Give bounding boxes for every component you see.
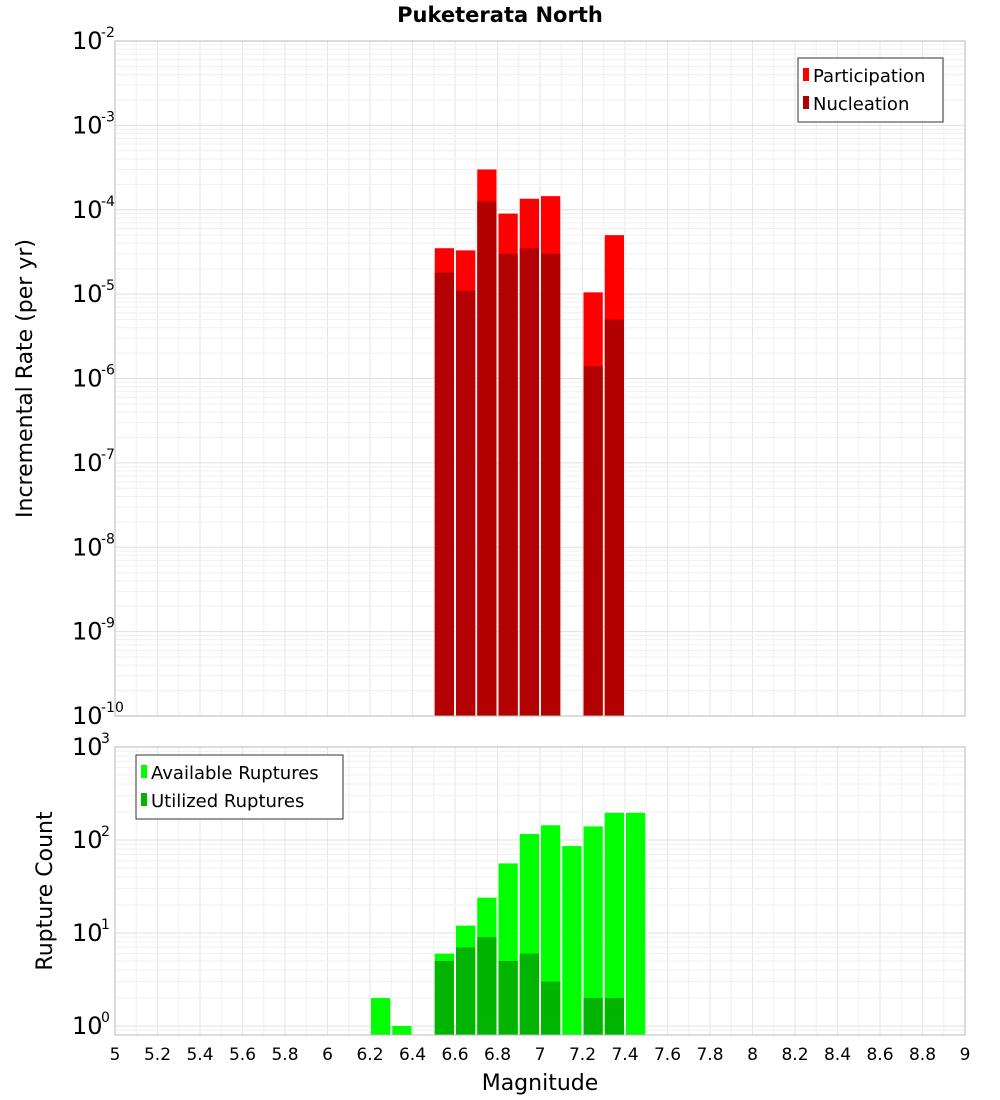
y-tick-exponent: 3 bbox=[101, 731, 110, 747]
y-tick-label: 10 bbox=[72, 449, 103, 477]
bar-available-ruptures bbox=[626, 812, 646, 1035]
chart-title: Puketerata North bbox=[397, 3, 603, 27]
bar-utilized-ruptures bbox=[456, 947, 476, 1035]
bar-nucleation bbox=[519, 248, 539, 717]
top-plot-frame bbox=[114, 40, 966, 717]
y-tick-label: 10 bbox=[72, 733, 103, 761]
x-ticks: 5 5.2 5.4 5.6 5.8 6 6.2 6.4 6.6 6.8 7 7.2 7.4 7.6 7.8 8… bbox=[110, 1045, 971, 1065]
y-tick-exponent: -8 bbox=[101, 531, 115, 547]
x-tick-label: 6.2 bbox=[356, 1045, 383, 1065]
bottom-plot-frame bbox=[114, 746, 966, 1036]
y-tick-label: 10 bbox=[72, 27, 103, 55]
bar-utilized-ruptures bbox=[604, 997, 624, 1035]
x-tick-label: 7.4 bbox=[611, 1045, 638, 1065]
y-tick-exponent: 0 bbox=[101, 1010, 110, 1026]
bar-utilized-ruptures bbox=[519, 953, 539, 1035]
x-tick-label: 8 bbox=[747, 1045, 758, 1065]
legend-swatch bbox=[141, 765, 147, 778]
x-tick-label: 7.2 bbox=[569, 1045, 596, 1065]
bottom-y-axis-label: Rupture Count bbox=[33, 811, 58, 971]
top-bars bbox=[434, 169, 624, 717]
legend-label: Available Ruptures bbox=[151, 763, 319, 784]
x-tick-label: 5.8 bbox=[271, 1045, 298, 1065]
legend-label: Utilized Ruptures bbox=[151, 791, 304, 812]
bar-available-ruptures bbox=[604, 812, 624, 1035]
bar-available-ruptures bbox=[562, 846, 582, 1035]
x-tick-label: 6.8 bbox=[484, 1045, 511, 1065]
y-tick-exponent: -4 bbox=[101, 194, 115, 210]
x-tick-label: 6 bbox=[322, 1045, 333, 1065]
x-tick-label: 9 bbox=[960, 1045, 971, 1065]
bar-available-ruptures bbox=[583, 826, 603, 1035]
x-tick-label: 6.4 bbox=[399, 1045, 426, 1065]
bar-utilized-ruptures bbox=[498, 960, 518, 1035]
x-tick-label: 7.8 bbox=[696, 1045, 723, 1065]
legend-label: Nucleation bbox=[813, 94, 909, 115]
top-legend: Participation Nucleation bbox=[797, 57, 944, 123]
bottom-bars bbox=[371, 812, 646, 1035]
legend-box bbox=[797, 57, 944, 123]
y-tick-label: 10 bbox=[72, 618, 103, 646]
bar-available-ruptures bbox=[392, 1025, 412, 1035]
top-grid bbox=[114, 40, 966, 717]
y-tick-label: 10 bbox=[72, 1012, 103, 1040]
y-tick-exponent: -10 bbox=[101, 700, 124, 716]
bar-utilized-ruptures bbox=[541, 981, 561, 1035]
y-tick-label: 10 bbox=[72, 702, 103, 730]
y-tick-label: 10 bbox=[72, 365, 103, 393]
bar-nucleation bbox=[477, 201, 497, 716]
bar-nucleation bbox=[583, 366, 603, 716]
x-tick-label: 8.2 bbox=[781, 1045, 808, 1065]
x-tick-label: 8.8 bbox=[909, 1045, 936, 1065]
x-tick-label: 6.6 bbox=[441, 1045, 468, 1065]
x-tick-label: 5.4 bbox=[186, 1045, 213, 1065]
x-tick-label: 8.4 bbox=[824, 1045, 851, 1065]
bar-nucleation bbox=[434, 272, 454, 716]
y-tick-label: 10 bbox=[72, 196, 103, 224]
bar-nucleation bbox=[541, 253, 561, 716]
x-tick-label: 7.6 bbox=[654, 1045, 681, 1065]
bar-utilized-ruptures bbox=[477, 937, 497, 1035]
legend-swatch bbox=[141, 793, 147, 806]
y-tick-exponent: -9 bbox=[101, 616, 115, 632]
y-tick-label: 10 bbox=[72, 280, 103, 308]
y-tick-label: 10 bbox=[72, 826, 103, 854]
y-tick-label: 10 bbox=[72, 533, 103, 561]
bar-nucleation bbox=[604, 319, 624, 716]
legend-box bbox=[135, 754, 344, 820]
bar-nucleation bbox=[498, 253, 518, 716]
x-tick-label: 8.6 bbox=[866, 1045, 893, 1065]
legend-swatch bbox=[803, 96, 809, 109]
bar-utilized-ruptures bbox=[434, 960, 454, 1035]
bar-nucleation bbox=[456, 290, 476, 716]
x-tick-label: 5.6 bbox=[229, 1045, 256, 1065]
bar-utilized-ruptures bbox=[583, 997, 603, 1035]
y-tick-exponent: 2 bbox=[101, 824, 110, 840]
legend-label: Participation bbox=[813, 66, 925, 87]
bottom-legend: Available Ruptures Utilized Ruptures bbox=[135, 754, 344, 820]
x-tick-label: 5.2 bbox=[144, 1045, 171, 1065]
bar-available-ruptures bbox=[371, 997, 391, 1035]
y-tick-exponent: -2 bbox=[101, 25, 115, 41]
y-tick-exponent: -3 bbox=[101, 109, 115, 125]
y-tick-label: 10 bbox=[72, 919, 103, 947]
y-tick-exponent: 1 bbox=[101, 917, 110, 933]
x-tick-label: 5 bbox=[110, 1045, 121, 1065]
y-tick-exponent: -6 bbox=[101, 363, 115, 379]
x-tick-label: 7 bbox=[535, 1045, 546, 1065]
y-tick-exponent: -5 bbox=[101, 278, 115, 294]
x-axis-label: Magnitude bbox=[482, 1071, 599, 1096]
y-tick-exponent: -7 bbox=[101, 447, 115, 463]
top-y-axis-label: Incremental Rate (per yr) bbox=[13, 239, 38, 518]
y-tick-label: 10 bbox=[72, 111, 103, 139]
legend-swatch bbox=[803, 68, 809, 81]
